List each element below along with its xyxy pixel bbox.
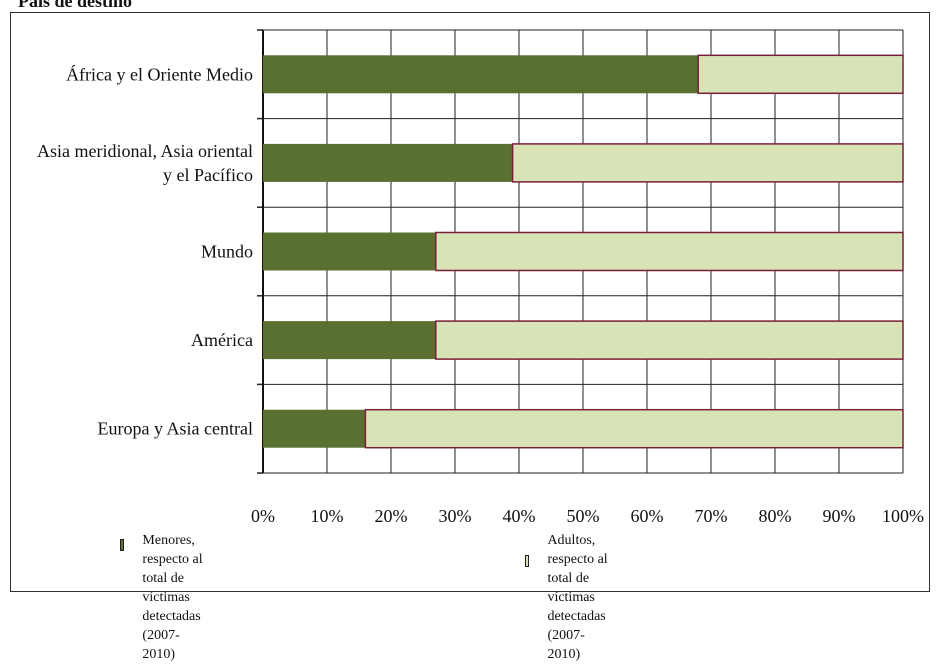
bar-adultos [364, 408, 904, 449]
x-tick-label: 80% [759, 506, 792, 526]
bar-chart: África y el Oriente Medio Asia meridional… [37, 29, 924, 526]
legend-swatch-menores [120, 539, 125, 551]
bar-adultos [697, 54, 904, 95]
x-tick-label: 10% [311, 506, 344, 526]
bar-menores [263, 143, 513, 182]
x-tick-label: 20% [375, 506, 408, 526]
x-tick-label: 100% [882, 506, 924, 526]
chart-title: País de destino [18, 0, 133, 11]
category-label: África y el Oriente Medio [66, 63, 253, 84]
x-tick-label: 40% [503, 506, 536, 526]
legend-period-adultos: (2007-2010) [547, 628, 585, 662]
category-labels: África y el Oriente Medio Asia meridional… [37, 63, 253, 438]
legend-period-menores: (2007-2010) [142, 628, 180, 662]
x-tick-label: 50% [567, 506, 600, 526]
category-label: Europa y Asia central [98, 419, 253, 439]
x-tick-label: 60% [631, 506, 664, 526]
category-label: y el Pacífico [163, 165, 253, 185]
legend-swatch-adultos [525, 555, 530, 567]
legend-label-menores: Menores, respecto al total de víctimas d… [142, 533, 203, 624]
x-tick-labels: 0% 10% 20% 30% 40% 50% 60% 70% 80% 90% 100% [251, 506, 924, 526]
chart-frame [10, 12, 930, 592]
bar-menores [263, 321, 436, 360]
category-label: Asia meridional, Asia oriental [37, 141, 253, 161]
legend-item-adultos: Adultos, respecto al total de víctimas d… [525, 531, 613, 664]
bar-menores [263, 409, 366, 448]
x-tick-label: 0% [251, 506, 275, 526]
x-tick-label: 90% [823, 506, 856, 526]
bar-adultos [435, 231, 904, 272]
bar-adultos [435, 320, 904, 360]
legend-label-adultos: Adultos, respecto al total de víctimas d… [547, 533, 608, 624]
bar-menores [263, 232, 436, 271]
category-label: América [191, 330, 253, 350]
x-tick-label: 70% [695, 506, 728, 526]
category-label: Mundo [201, 242, 253, 262]
bar-menores [263, 55, 699, 94]
bars [263, 54, 904, 449]
bar-adultos [511, 143, 904, 183]
chart-title-strip: País de destino [0, 0, 936, 14]
legend-item-menores: Menores, respecto al total de víctimas d… [120, 531, 208, 664]
x-tick-label: 30% [439, 506, 472, 526]
